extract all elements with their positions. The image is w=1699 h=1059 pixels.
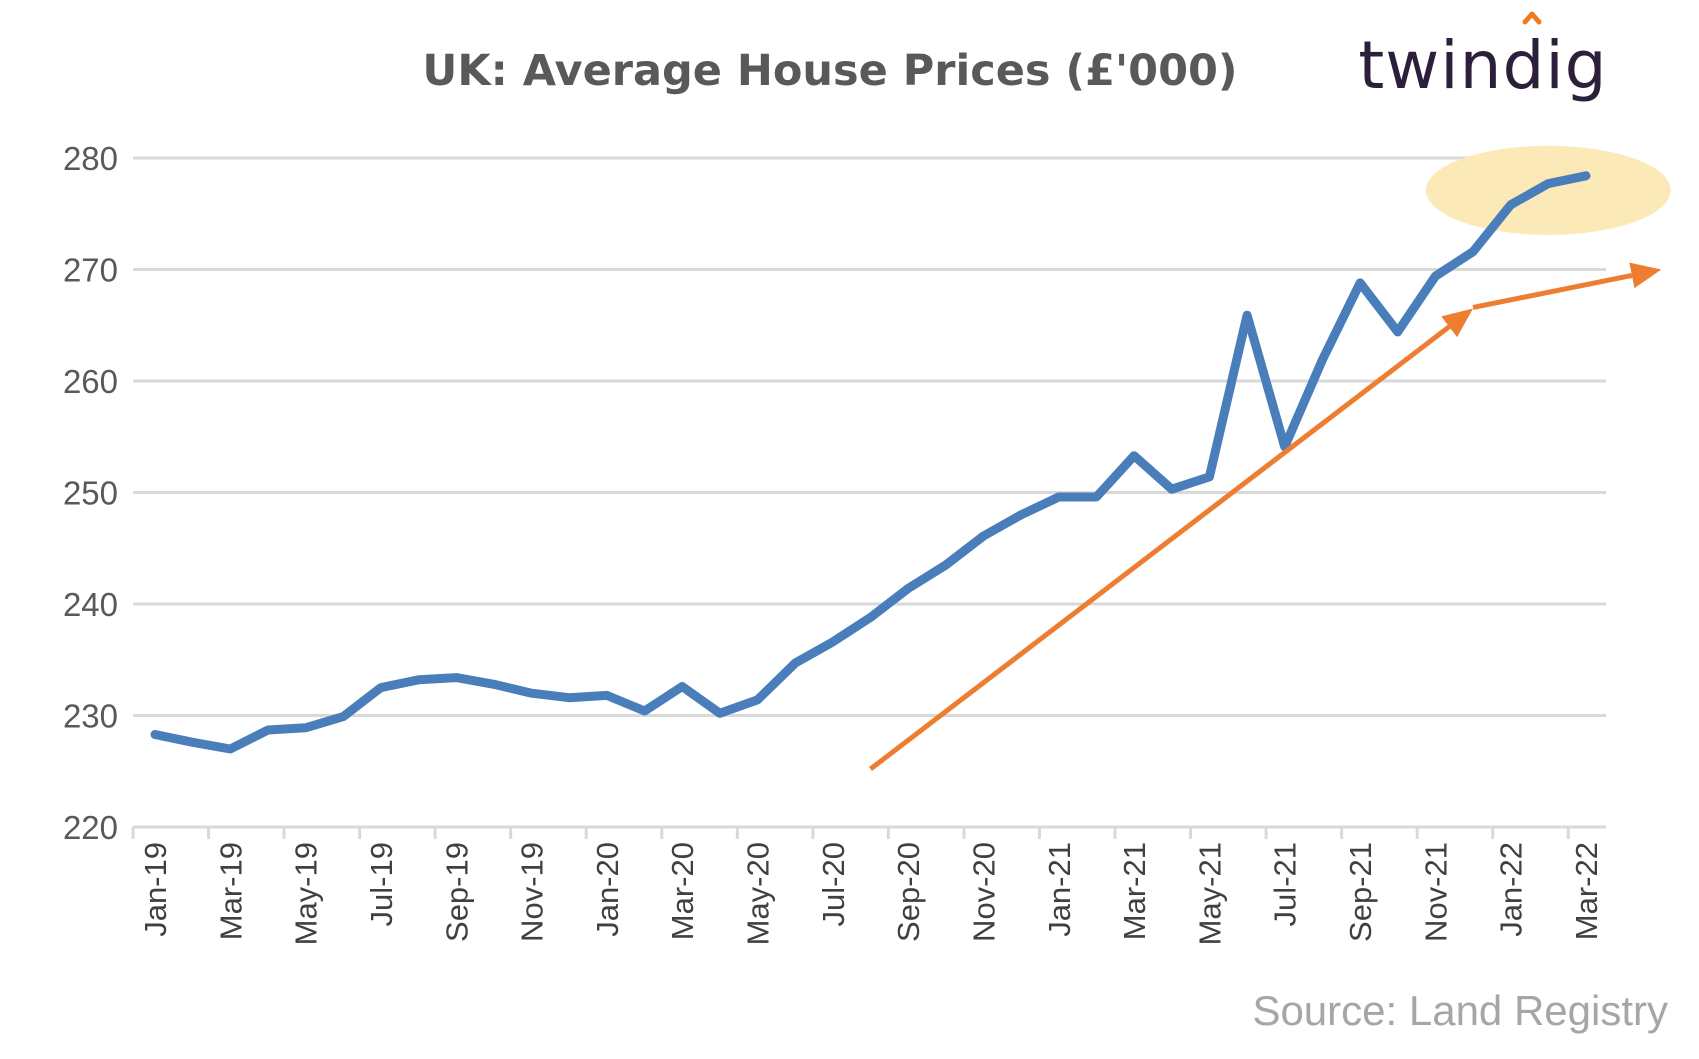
- source-note: Source: Land Registry: [1252, 987, 1668, 1034]
- x-tick-label: Nov-19: [515, 842, 550, 942]
- y-tick-label: 220: [63, 809, 118, 846]
- x-tick-label: Sep-19: [439, 842, 474, 942]
- x-tick-label: May-21: [1192, 842, 1227, 945]
- x-axis: [131, 825, 1606, 839]
- grid: [133, 156, 1606, 717]
- trend-arrow-1-shaft: [868, 324, 1451, 772]
- trend-arrow-2-head: [1629, 262, 1662, 289]
- x-tick-label: Jul-21: [1268, 842, 1303, 926]
- x-tick-label: Jan-21: [1042, 842, 1077, 937]
- x-tick-label: Sep-21: [1343, 842, 1378, 942]
- highlight-layer: [1425, 145, 1671, 235]
- x-tick-label: Jul-20: [816, 842, 851, 926]
- chart-title: UK: Average House Prices (£'000): [422, 46, 1237, 96]
- x-tick-label: Jan-19: [138, 842, 173, 937]
- x-tick-label: Sep-20: [891, 842, 926, 942]
- twindig-logo: twindig: [1358, 11, 1607, 104]
- x-tick-label: Jan-20: [590, 842, 625, 937]
- x-tick-label: Nov-20: [966, 842, 1001, 942]
- trend-arrow-1: [868, 308, 1474, 772]
- trend-arrows: [868, 262, 1662, 772]
- trend-arrow-1-head: [1441, 308, 1474, 338]
- x-tick-label: Mar-19: [213, 842, 248, 940]
- x-tick-label: Jul-19: [364, 842, 399, 926]
- x-tick-label: May-20: [741, 842, 776, 945]
- y-tick-label: 270: [63, 252, 118, 289]
- y-tick-label: 240: [63, 586, 118, 623]
- x-tick-label: Mar-21: [1117, 842, 1152, 940]
- series-layer: [150, 171, 1591, 754]
- x-tick-label: Mar-20: [665, 842, 700, 940]
- x-tick-label: May-19: [289, 842, 324, 945]
- x-axis-tick-labels: Jan-19 Mar-19 May-19 Jul-19 Sep-19 Nov-19 Jan-…: [138, 842, 1604, 945]
- logo-text: twindig: [1358, 27, 1607, 104]
- y-tick-label: 230: [63, 698, 118, 735]
- x-tick-label: Jan-22: [1494, 842, 1529, 937]
- logo-accent-icon: [1522, 11, 1542, 25]
- x-tick-label: Mar-22: [1569, 842, 1604, 940]
- highlight-ellipse: [1425, 145, 1671, 235]
- trend-arrow-2-shaft: [1472, 272, 1633, 310]
- series-line: [150, 171, 1591, 754]
- y-tick-label: 260: [63, 363, 118, 400]
- x-tick-label: Nov-21: [1418, 842, 1453, 942]
- y-axis-tick-labels: 220 230 240 250 260 270 280: [63, 140, 118, 846]
- trend-arrow-2: [1472, 262, 1662, 310]
- y-tick-label: 250: [63, 475, 118, 512]
- y-tick-label: 280: [63, 140, 118, 177]
